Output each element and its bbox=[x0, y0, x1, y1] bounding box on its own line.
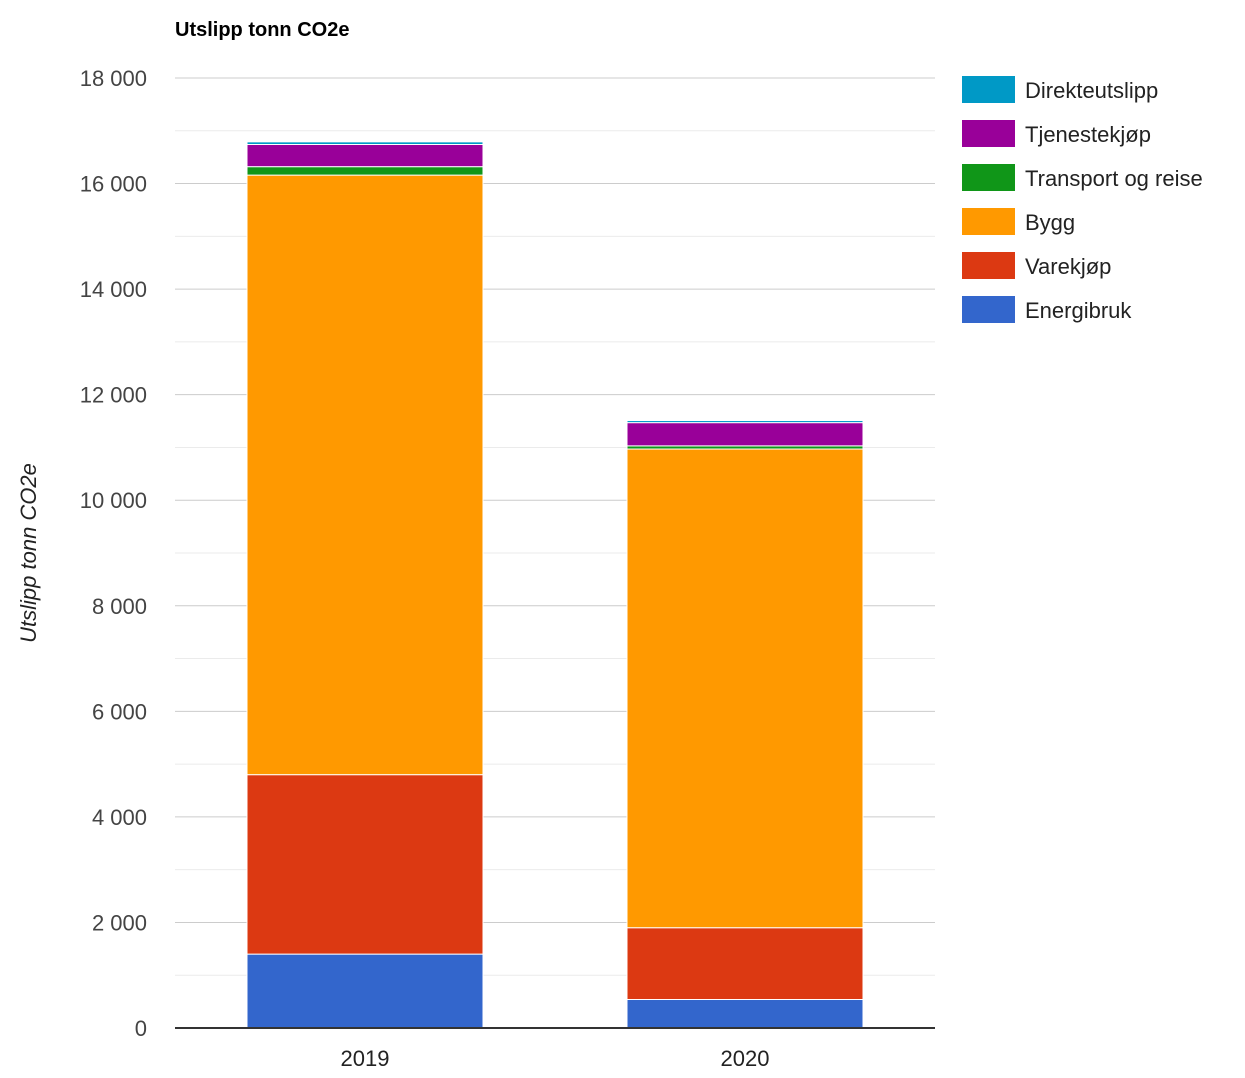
legend-swatch bbox=[962, 164, 1015, 191]
legend-item[interactable]: Direkteutslipp bbox=[962, 76, 1158, 103]
bar-segment-1-bygg[interactable] bbox=[626, 448, 864, 929]
x-tick-label: 2020 bbox=[721, 1046, 770, 1071]
legend-label: Direkteutslipp bbox=[1025, 78, 1158, 103]
legend-swatch bbox=[962, 76, 1015, 103]
x-tick-label: 2019 bbox=[341, 1046, 390, 1071]
legend-swatch bbox=[962, 252, 1015, 279]
y-tick-label: 14 000 bbox=[80, 277, 147, 302]
legend-label: Energibruk bbox=[1025, 298, 1132, 323]
x-axis-tick-labels: 2019 2020 bbox=[341, 1046, 770, 1071]
y-tick-label: 6 000 bbox=[92, 699, 147, 724]
legend-label: Varekjøp bbox=[1025, 254, 1111, 279]
bar-segment-0-transport-og-reise[interactable] bbox=[246, 166, 484, 176]
legend-label: Tjenestekjøp bbox=[1025, 122, 1151, 147]
bar-segment-0-energibruk[interactable] bbox=[246, 953, 484, 1029]
legend-swatch bbox=[962, 120, 1015, 147]
y-tick-label: 4 000 bbox=[92, 805, 147, 830]
legend-item[interactable]: Varekjøp bbox=[962, 252, 1111, 279]
legend-label: Transport og reise bbox=[1025, 166, 1203, 191]
bar-segment-1-energibruk[interactable] bbox=[626, 999, 864, 1029]
y-tick-label: 16 000 bbox=[80, 172, 147, 197]
chart-legend: Direkteutslipp Tjenestekjøp Transport og r… bbox=[962, 76, 1203, 323]
y-tick-label: 18 000 bbox=[80, 66, 147, 91]
legend-swatch bbox=[962, 296, 1015, 323]
bar-segment-0-tjenestekjøp[interactable] bbox=[246, 144, 484, 168]
y-axis-label: Utslipp tonn CO2e bbox=[16, 463, 41, 643]
legend-item[interactable]: Energibruk bbox=[962, 296, 1132, 323]
y-tick-label: 2 000 bbox=[92, 910, 147, 935]
y-tick-label: 12 000 bbox=[80, 383, 147, 408]
legend-item[interactable]: Tjenestekjøp bbox=[962, 120, 1151, 147]
bar-segment-0-bygg[interactable] bbox=[246, 174, 484, 776]
bar-segments bbox=[246, 141, 864, 1029]
y-tick-label: 0 bbox=[135, 1016, 147, 1041]
bar-segment-0-varekjøp[interactable] bbox=[246, 774, 484, 955]
legend-item[interactable]: Transport og reise bbox=[962, 164, 1203, 191]
bar-segment-1-varekjøp[interactable] bbox=[626, 927, 864, 1001]
legend-swatch bbox=[962, 208, 1015, 235]
bar-segment-1-tjenestekjøp[interactable] bbox=[626, 422, 864, 447]
bar-segment-0-direkteutslipp[interactable] bbox=[246, 141, 484, 146]
legend-item[interactable]: Bygg bbox=[962, 208, 1075, 235]
y-axis-tick-labels: 0 2 000 4 000 6 000 8 000 10 000 12 000 14 000 1… bbox=[80, 66, 147, 1041]
y-tick-label: 8 000 bbox=[92, 594, 147, 619]
legend-label: Bygg bbox=[1025, 210, 1075, 235]
y-tick-label: 10 000 bbox=[80, 488, 147, 513]
chart-title: Utslipp tonn CO2e bbox=[175, 19, 349, 41]
bar-segment-1-direkteutslipp[interactable] bbox=[626, 420, 864, 424]
